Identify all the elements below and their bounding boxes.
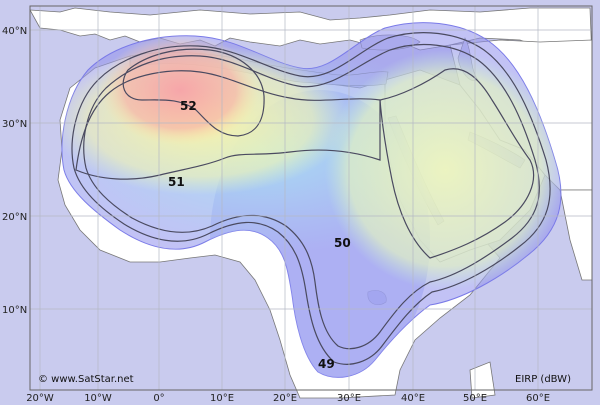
contour-lines: [71, 32, 551, 365]
latitude-tick-label: 40°N: [2, 26, 27, 37]
longitude-tick-label: 20°W: [26, 393, 54, 404]
longitude-ticks: 20°W 10°W 0° 10°E 20°E 30°E 40°E 50°E 60°E: [26, 393, 550, 404]
longitude-tick-label: 10°W: [84, 393, 112, 404]
graticule: [30, 6, 592, 390]
contour-52: [122, 48, 265, 137]
contour-50: [83, 43, 540, 350]
credit-text: © www.SatStar.net: [38, 374, 134, 385]
contour-arabia: [379, 68, 535, 259]
beam-coverage: [61, 22, 562, 378]
unit-label: EIRP (dBW): [515, 374, 571, 385]
longitude-tick-label: 40°E: [401, 393, 425, 404]
latitude-tick-label: 10°N: [2, 305, 27, 316]
contour-label-49: 49: [318, 357, 335, 371]
longitude-tick-label: 60°E: [526, 393, 550, 404]
longitude-tick-label: 20°E: [273, 393, 297, 404]
contour-49: [71, 32, 551, 365]
map-frame: [29, 5, 593, 391]
contour-label-52: 52: [180, 99, 197, 113]
latitude-ticks: 40°N 30°N 20°N 10°N: [2, 26, 27, 316]
longitude-tick-label: 30°E: [337, 393, 361, 404]
longitude-tick-label: 10°E: [210, 393, 234, 404]
latitude-tick-label: 30°N: [2, 119, 27, 130]
latitude-tick-label: 20°N: [2, 212, 27, 223]
contour-label-50: 50: [334, 236, 351, 250]
longitude-tick-label: 50°E: [463, 393, 487, 404]
contour-label-51: 51: [168, 175, 185, 189]
longitude-tick-label: 0°: [153, 393, 164, 404]
